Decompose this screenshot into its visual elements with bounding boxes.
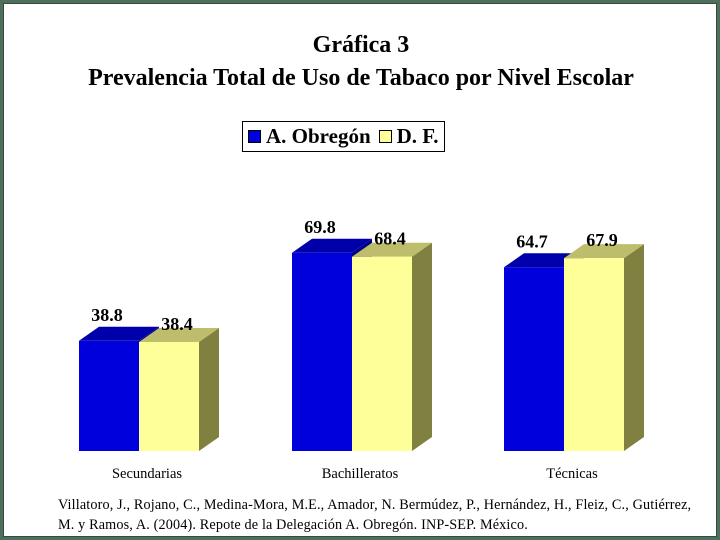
- legend-label-df: D. F.: [396, 124, 439, 148]
- bar-df-0: [139, 327, 219, 451]
- value-label: 38.4: [161, 314, 193, 334]
- legend-item-df: D. F.: [378, 124, 439, 149]
- category-label: Bachilleratos: [322, 466, 399, 482]
- legend-swatch-df: [378, 130, 392, 143]
- chart-subtitle: Prevalencia Total de Uso de Tabaco por N…: [88, 65, 634, 91]
- legend-label-a-obregon: A. Obregón: [266, 124, 371, 148]
- value-label: 67.9: [586, 230, 618, 250]
- chart-title: Gráfica 3: [312, 32, 410, 58]
- category-label: Secundarias: [112, 466, 182, 482]
- legend-swatch-a-obregon: [248, 130, 261, 143]
- category-label: Técnicas: [546, 466, 598, 482]
- chart-legend: A. Obregón D. F.: [242, 121, 446, 152]
- source-citation: Villatoro, J., Rojano, C., Medina-Mora, …: [58, 497, 692, 533]
- chart-plot: 38.8 38.4 Secundarias 69.8 68.4 Bachilleratos…: [79, 217, 644, 482]
- value-label: 38.8: [91, 305, 123, 325]
- bar-df-2: [564, 244, 644, 451]
- bar-df-1: [352, 242, 432, 451]
- chart-frame: 38.8 38.4 Secundarias 69.8 68.4 Bachilleratos…: [3, 3, 717, 537]
- value-label: 64.7: [516, 231, 548, 251]
- legend-item-a-obregon: A. Obregón: [248, 124, 371, 149]
- value-label: 69.8: [304, 217, 336, 237]
- value-label: 68.4: [374, 229, 406, 249]
